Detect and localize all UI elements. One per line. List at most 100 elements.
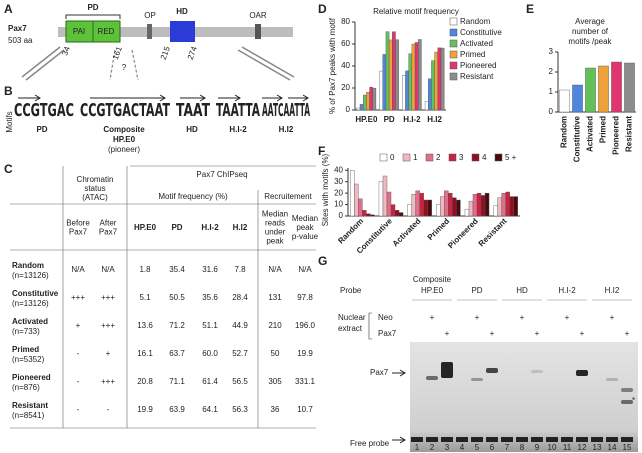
lane-number: 13 <box>593 443 602 452</box>
legend-swatch <box>494 153 503 162</box>
legend-swatch <box>449 61 458 70</box>
lane-number: 2 <box>430 443 435 452</box>
bar <box>480 195 486 217</box>
table-header: Pax7 ChIPseq <box>196 170 247 179</box>
bar <box>415 190 420 217</box>
residue-position: 34 <box>60 45 72 57</box>
bar <box>559 89 570 113</box>
free-probe-label: Free probe <box>350 439 390 448</box>
x-tick-label: PD <box>384 115 395 124</box>
table-header: Recruitement <box>264 192 312 201</box>
column-header: under <box>265 228 286 237</box>
table-cell: 31.6 <box>202 265 218 274</box>
legend-swatch <box>425 153 434 162</box>
plus-sign: + <box>625 329 630 338</box>
bar <box>350 170 355 217</box>
table-cell: 13.6 <box>137 321 153 330</box>
bar <box>493 205 498 217</box>
probe-name: HD <box>516 286 528 295</box>
x-tick-label: Primed <box>426 216 452 242</box>
free-probe-band <box>411 437 423 442</box>
column-header: reads <box>265 219 285 228</box>
plus-sign: + <box>475 313 480 322</box>
bar <box>611 61 622 113</box>
chart-title: Relative motif frequency <box>373 7 459 16</box>
gel-band <box>576 370 588 376</box>
table-cell: N/A <box>268 265 282 274</box>
bar <box>423 199 428 217</box>
bar <box>513 196 518 217</box>
chart-title: motifs /peak <box>568 37 612 46</box>
y-tick-label: 0 <box>549 107 554 116</box>
row-label: Nuclear <box>338 313 366 322</box>
chart-title: number of <box>572 27 609 36</box>
lane-number: 12 <box>578 443 587 452</box>
table-cell: 7.8 <box>234 265 246 274</box>
y-tick-label: 20 <box>341 83 350 92</box>
table-cell: 64.1 <box>202 405 218 414</box>
row-name: Resistant <box>12 401 48 410</box>
row-label: Neo <box>378 313 393 322</box>
y-tick-label: 60 <box>341 39 350 48</box>
bar <box>388 39 393 111</box>
bar <box>598 65 609 113</box>
y-axis-label: % of Pax7 peaks with motif <box>328 17 337 114</box>
gel-band <box>606 378 618 381</box>
table-cell: 35.4 <box>169 265 185 274</box>
lane-number: 14 <box>608 443 617 452</box>
bar <box>437 47 442 111</box>
bar <box>419 192 424 217</box>
x-tick-label: Pioneered <box>612 116 621 155</box>
panel-label: B <box>4 84 13 98</box>
table-rules <box>10 165 316 429</box>
gel-band <box>486 368 498 373</box>
legend-label: 0 <box>390 153 395 162</box>
legend-label: Pioneered <box>460 61 496 70</box>
arrow <box>21 46 65 81</box>
legend-swatch <box>471 153 480 162</box>
arrow <box>109 49 139 81</box>
table-cell: 36 <box>271 405 280 414</box>
lane-number: 1 <box>415 443 420 452</box>
bar <box>434 51 439 111</box>
column-header: Pax7 <box>99 228 118 237</box>
table-cell: 71.2 <box>169 321 185 330</box>
bar <box>424 101 429 111</box>
column-header: H.I-2 <box>201 223 219 232</box>
bar <box>370 214 375 217</box>
x-tick-label: Activated <box>391 216 423 248</box>
gel-band <box>621 400 633 404</box>
free-probe-band <box>456 437 468 442</box>
panel-label: F <box>318 144 325 158</box>
legend-label: 1 <box>413 153 418 162</box>
column-header: Median <box>292 214 318 223</box>
pd-bracket <box>65 14 121 19</box>
row-name: Random <box>12 261 44 270</box>
bar <box>382 175 388 217</box>
bar <box>501 192 506 217</box>
bar <box>366 92 370 111</box>
y-tick-label: 0 <box>339 211 344 220</box>
hd-domain <box>170 21 195 42</box>
table-cell: 71.1 <box>169 377 185 386</box>
legend-label: 3 <box>459 153 464 162</box>
y-tick-label: 1 <box>549 87 554 96</box>
bar <box>398 212 404 217</box>
plus-sign: + <box>445 329 450 338</box>
row-count: (n=8541) <box>12 411 45 420</box>
band-label: Pax7 <box>370 368 389 377</box>
bar <box>572 84 583 113</box>
column-header: Pax7 <box>69 228 88 237</box>
bar <box>390 204 396 217</box>
motif-label: Composite <box>103 125 145 134</box>
table-cell: - <box>77 405 80 414</box>
lane-number: 11 <box>563 443 572 452</box>
bar <box>395 39 399 111</box>
table-cell: 16.1 <box>137 349 153 358</box>
bar <box>448 192 453 217</box>
y-tick-label: 0 <box>346 105 351 114</box>
bar <box>379 70 383 111</box>
bar <box>436 204 441 217</box>
gel-band <box>531 370 543 373</box>
axis-label: Motifs <box>5 111 14 132</box>
